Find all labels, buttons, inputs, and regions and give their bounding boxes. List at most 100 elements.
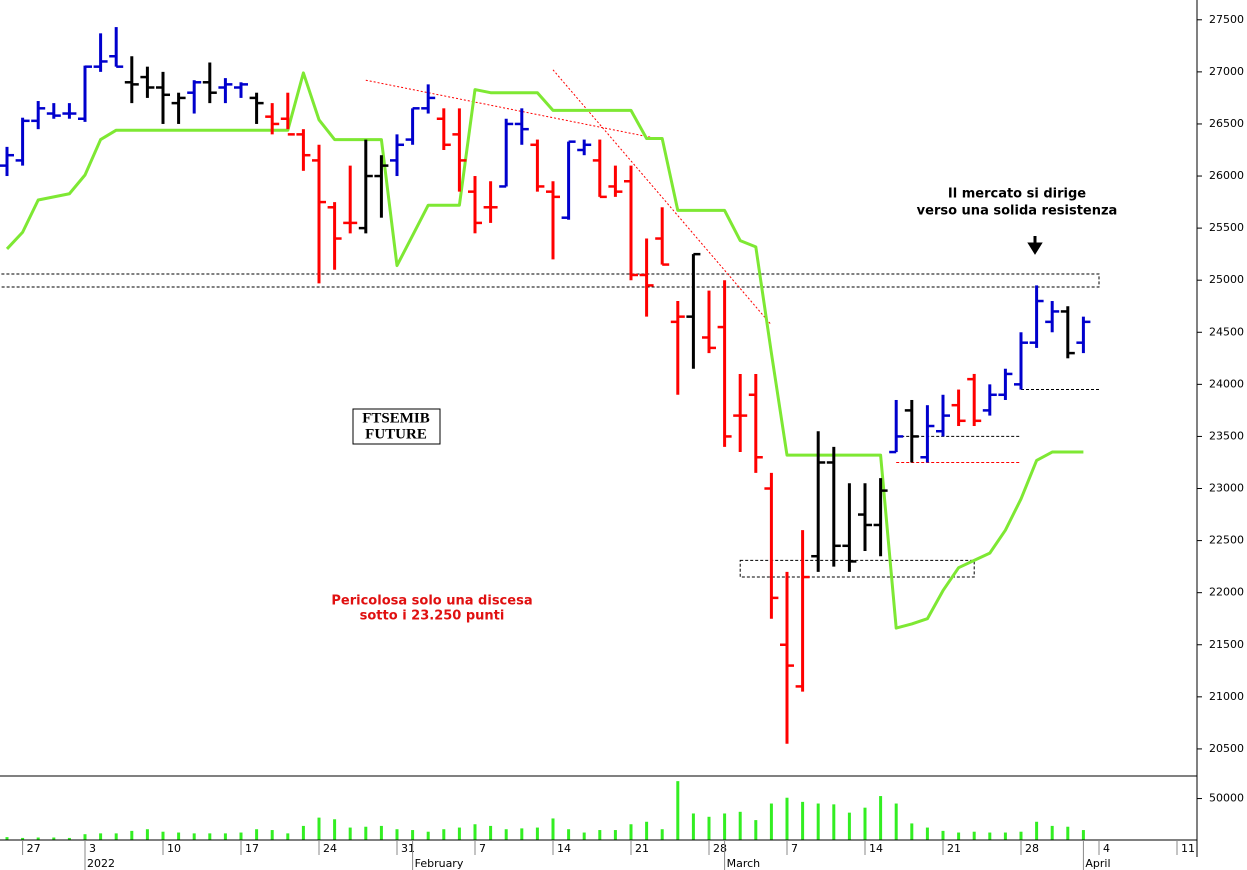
y-tick-label: 23500 [1209,429,1244,442]
volume-bar [1050,825,1054,840]
y-tick-label: 25000 [1209,273,1244,286]
volume-bar [364,826,368,840]
annotation: Il mercato si dirige [948,187,1086,202]
volume-bar [114,833,118,840]
x-tick-label: 21 [635,842,649,855]
arrow [1027,236,1043,255]
volume-bar [1003,832,1007,840]
volume-bar [769,803,773,840]
x-tick-label: 3 [89,842,96,855]
volume-bar [551,818,555,840]
volume-bar [738,811,742,840]
volume-bar [67,837,71,840]
label-box-text: FTSEMIB [362,410,430,426]
volume-bar [130,830,134,840]
y-tick-label: 50000 [1209,792,1244,805]
volume-bar [941,830,945,840]
volume-bar [645,821,649,840]
y-tick-label: 21000 [1209,690,1244,703]
month-label: February [415,857,464,870]
volume-bar [208,833,212,840]
volume-bar [894,803,898,840]
volume-bar [5,837,9,840]
y-tick-label: 22000 [1209,586,1244,599]
volume-bar [535,827,539,840]
volume-bar [754,820,758,840]
volume-bar [629,824,633,840]
volume-bar [520,828,524,840]
label-box [352,408,441,445]
volume-bar [270,830,274,840]
volume-bar [99,833,103,840]
volume-bar [1066,826,1070,840]
x-tick-label: 28 [1025,842,1039,855]
volume-bar [36,837,40,840]
volume-bar [457,827,461,840]
volume-bar [395,829,399,840]
volume-bar [1035,821,1039,840]
level-box [739,559,975,578]
volume-bar [426,831,430,840]
volume-bar [910,823,914,840]
volume-bar [847,812,851,840]
volume-bar [925,827,929,840]
volume-bar [239,832,243,840]
x-tick-label: 14 [869,842,883,855]
volume-bar [801,801,805,840]
x-tick-label: 27 [27,842,41,855]
x-tick-label: 17 [245,842,259,855]
volume-bar [333,819,337,840]
volume-bars [5,781,1085,840]
y-tick-label: 22500 [1209,534,1244,547]
volume-bar [832,804,836,840]
volume-bar [567,829,571,840]
volume-bar [660,829,664,840]
y-tick-label: 24500 [1209,325,1244,338]
x-tick-label: 28 [713,842,727,855]
volume-bar [707,816,711,840]
volume-bar [442,829,446,840]
volume-bar [379,825,383,840]
volume-bar [582,832,586,840]
volume-bar [286,833,290,840]
volume-bar [489,825,493,840]
annotation: sotto i 23.250 punti [360,609,505,624]
y-tick-label: 24000 [1209,377,1244,390]
volume-bar [223,833,227,840]
volume-bar [177,832,181,840]
volume-bar [161,831,165,840]
volume-bar [723,813,727,840]
volume-bar [676,781,680,840]
volume-bar [785,797,789,840]
month-label: 2022 [87,857,115,870]
volume-bar [957,832,961,840]
x-tick-label: 4 [1103,842,1110,855]
x-tick-label: 31 [401,842,415,855]
volume-bar [192,833,196,840]
volume-bar [21,837,25,840]
x-tick-label: 10 [167,842,181,855]
y-tick-label: 26000 [1209,169,1244,182]
volume-bar [411,830,415,840]
volume-bar [317,817,321,840]
volume-bar [1081,830,1085,840]
volume-bar [52,837,56,840]
annotation: Pericolosa solo una discesa [331,594,532,609]
y-tick-label: 26500 [1209,117,1244,130]
volume-bar [348,827,352,840]
volume-bar [504,829,508,840]
volume-bar [255,829,259,840]
volume-bar [972,831,976,840]
x-tick-label: 7 [791,842,798,855]
volume-bar [145,829,149,840]
volume-bar [83,834,87,840]
x-tick-label: 14 [557,842,571,855]
trend [5,71,1084,630]
month-label: April [1085,857,1110,870]
y-tick-label: 27000 [1209,65,1244,78]
ohlc-bars [0,27,1091,744]
x-tick-label: 24 [323,842,337,855]
